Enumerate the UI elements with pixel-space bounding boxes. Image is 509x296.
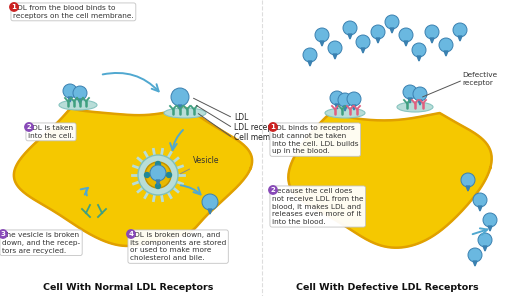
Polygon shape [343,106,347,111]
Circle shape [399,28,413,42]
Polygon shape [488,226,492,231]
Text: LDL receptor: LDL receptor [234,123,283,133]
Circle shape [10,3,18,11]
Polygon shape [473,261,477,266]
Circle shape [343,21,357,35]
Circle shape [330,91,344,105]
Circle shape [127,230,135,238]
Text: LDL: LDL [234,113,248,123]
Circle shape [439,38,453,52]
Polygon shape [430,38,434,43]
Circle shape [156,162,160,166]
Text: LDL from the blood binds to
receptors on the cell membrane.: LDL from the blood binds to receptors on… [13,5,134,19]
Polygon shape [288,113,492,248]
Polygon shape [408,98,412,103]
Circle shape [356,35,370,49]
Circle shape [156,184,160,189]
Polygon shape [335,104,339,109]
Polygon shape [208,209,212,214]
Circle shape [385,15,399,29]
Circle shape [425,25,439,39]
Circle shape [138,155,178,195]
Polygon shape [466,186,470,191]
Circle shape [468,248,482,262]
Polygon shape [483,246,487,251]
Polygon shape [78,99,82,104]
Circle shape [269,123,277,131]
Circle shape [145,173,150,178]
Circle shape [412,43,426,57]
Polygon shape [361,48,365,53]
Polygon shape [14,108,252,246]
Polygon shape [458,36,462,41]
Circle shape [478,233,492,247]
Circle shape [347,92,361,106]
Circle shape [269,186,277,194]
Ellipse shape [325,108,365,118]
Circle shape [315,28,329,42]
Polygon shape [352,105,356,110]
Text: 2: 2 [26,124,32,130]
Text: Cell With Defective LDL Receptors: Cell With Defective LDL Receptors [296,283,478,292]
Polygon shape [348,34,352,39]
Ellipse shape [59,100,97,110]
Ellipse shape [164,108,206,118]
Polygon shape [308,61,312,66]
Text: Because the cell does
not receive LDL from the
blood, it makes LDL and
releases : Because the cell does not receive LDL fr… [272,188,363,225]
Polygon shape [417,56,421,61]
Circle shape [328,41,342,55]
Circle shape [166,173,172,178]
Polygon shape [404,41,408,46]
Text: 1: 1 [12,4,16,10]
Polygon shape [478,206,482,211]
Circle shape [150,165,166,181]
Polygon shape [390,28,394,33]
Circle shape [145,162,171,188]
Circle shape [473,193,487,207]
Polygon shape [320,41,324,46]
Polygon shape [68,97,72,102]
Polygon shape [418,100,422,105]
Text: Vesicle: Vesicle [181,156,219,174]
Text: LDL is broken down, and
its components are stored
or used to make more
cholester: LDL is broken down, and its components a… [130,232,226,261]
Polygon shape [156,180,160,185]
Circle shape [63,84,77,98]
Circle shape [403,85,417,99]
Circle shape [171,88,189,106]
Polygon shape [178,105,182,110]
Text: Cell membrane: Cell membrane [234,133,293,142]
Circle shape [453,23,467,37]
Text: 2: 2 [271,187,275,193]
Polygon shape [333,54,337,59]
Text: The vesicle is broken
down, and the recep-
tors are recycled.: The vesicle is broken down, and the rece… [2,232,80,253]
Circle shape [0,230,7,238]
Circle shape [413,87,427,101]
Circle shape [25,123,33,131]
Text: Defective
receptor: Defective receptor [462,72,497,86]
Circle shape [461,173,475,187]
Circle shape [303,48,317,62]
Ellipse shape [397,102,433,112]
Text: 4: 4 [128,231,133,237]
Circle shape [338,93,352,107]
Text: Cell With Normal LDL Receptors: Cell With Normal LDL Receptors [43,283,213,292]
Circle shape [483,213,497,227]
Circle shape [371,25,385,39]
Text: LDL binds to receptors
but cannot be taken
into the cell. LDL builds
up in the b: LDL binds to receptors but cannot be tak… [272,125,358,154]
Text: LDL is taken
into the cell.: LDL is taken into the cell. [28,125,74,139]
Text: 1: 1 [271,124,275,130]
Circle shape [73,86,87,100]
Polygon shape [444,51,448,56]
Circle shape [202,194,218,210]
Polygon shape [376,38,380,43]
Text: 3: 3 [1,231,6,237]
